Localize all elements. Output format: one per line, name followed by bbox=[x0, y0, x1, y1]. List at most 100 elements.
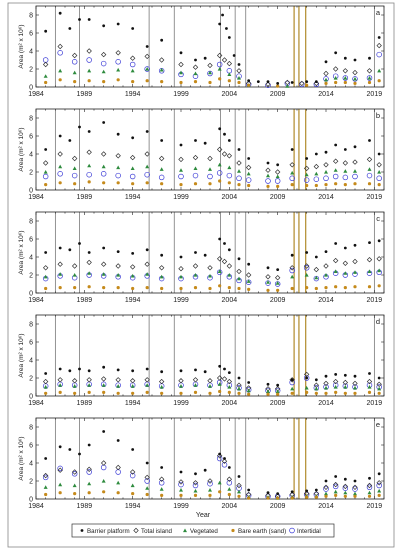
point-total-island bbox=[216, 375, 223, 381]
point-vegetated bbox=[130, 166, 135, 170]
point-vegetated bbox=[101, 69, 106, 74]
point-bare-earth bbox=[343, 183, 347, 187]
point-barrier-platform bbox=[87, 443, 91, 447]
point-vegetated bbox=[227, 487, 232, 491]
point-total-island bbox=[265, 167, 271, 173]
point-total-island bbox=[129, 55, 136, 61]
legend-item-bare-earth: Bare earth (sand) bbox=[231, 528, 286, 535]
point-total-island bbox=[236, 482, 242, 489]
point-total-island bbox=[192, 64, 199, 70]
point-total-island bbox=[57, 261, 63, 267]
point-bare-earth bbox=[314, 495, 318, 499]
point-bare-earth bbox=[305, 183, 309, 188]
point-intertidal bbox=[42, 474, 49, 481]
point-intertidal bbox=[115, 469, 121, 475]
point-total-island bbox=[115, 50, 121, 56]
point-barrier-platform bbox=[324, 150, 328, 154]
point-bare-earth bbox=[314, 183, 318, 188]
point-vegetated bbox=[159, 167, 164, 171]
series-vegetated bbox=[43, 162, 382, 179]
point-barrier-platform bbox=[179, 51, 183, 55]
point-bare-earth bbox=[227, 79, 231, 83]
point-total-island bbox=[352, 380, 358, 387]
point-barrier-platform bbox=[305, 251, 309, 254]
point-total-island bbox=[221, 258, 228, 265]
point-bare-earth bbox=[58, 286, 62, 290]
series-vegetated bbox=[43, 268, 382, 285]
series-intertidal bbox=[42, 170, 382, 184]
point-vegetated bbox=[275, 174, 280, 179]
point-bare-earth bbox=[145, 181, 149, 185]
series-total-island bbox=[42, 146, 382, 175]
point-vegetated bbox=[377, 68, 382, 73]
point-total-island bbox=[115, 263, 121, 269]
legend-item-vegetated: Vegetated bbox=[183, 528, 218, 535]
point-bare-earth bbox=[102, 390, 106, 394]
point-total-island bbox=[216, 256, 223, 262]
point-vegetated bbox=[208, 384, 212, 388]
point-barrier-platform bbox=[160, 370, 164, 374]
y-tick-label: 6 bbox=[29, 339, 33, 346]
point-total-island bbox=[332, 257, 339, 264]
legend-label: Bare earth (sand) bbox=[238, 528, 286, 535]
point-bare-earth bbox=[247, 183, 251, 188]
point-total-island bbox=[216, 453, 223, 459]
point-intertidal bbox=[342, 75, 349, 81]
point-barrier-platform bbox=[160, 253, 164, 257]
point-total-island bbox=[226, 476, 233, 482]
point-bare-earth bbox=[218, 389, 222, 394]
point-total-island bbox=[207, 378, 213, 384]
y-tick-label: 4 bbox=[29, 48, 33, 55]
x-tick-label: 2004 bbox=[222, 194, 238, 201]
point-barrier-platform bbox=[334, 51, 338, 55]
point-barrier-platform bbox=[116, 368, 120, 372]
point-bare-earth bbox=[87, 491, 91, 495]
point-barrier-platform bbox=[276, 383, 280, 387]
x-tick-label: 1984 bbox=[28, 503, 44, 510]
point-vegetated bbox=[304, 273, 309, 277]
point-vegetated bbox=[353, 76, 357, 81]
point-bare-earth bbox=[73, 182, 77, 186]
point-barrier-platform bbox=[58, 367, 62, 371]
point-bare-earth bbox=[208, 391, 212, 395]
point-bare-earth bbox=[247, 287, 251, 291]
point-total-island bbox=[342, 68, 349, 74]
point-intertidal bbox=[178, 481, 184, 488]
x-tick-label: 1999 bbox=[173, 91, 189, 98]
x-tick-label: 2014 bbox=[318, 400, 334, 407]
point-vegetated bbox=[314, 386, 319, 391]
point-bare-earth bbox=[334, 493, 338, 497]
series-vegetated bbox=[43, 479, 382, 500]
point-intertidal bbox=[323, 175, 329, 182]
point-vegetated bbox=[217, 67, 222, 71]
series-barrier-platform bbox=[44, 121, 381, 167]
point-intertidal bbox=[42, 57, 49, 63]
point-barrier-platform bbox=[237, 148, 241, 151]
point-bare-earth bbox=[266, 184, 270, 188]
point-bare-earth bbox=[343, 286, 347, 290]
point-bare-earth bbox=[305, 286, 309, 290]
point-vegetated bbox=[343, 385, 348, 389]
point-intertidal bbox=[207, 480, 213, 487]
point-bare-earth bbox=[116, 391, 120, 395]
point-vegetated bbox=[324, 77, 328, 82]
point-barrier-platform bbox=[290, 148, 294, 151]
point-total-island bbox=[289, 265, 295, 271]
point-barrier-platform bbox=[78, 125, 81, 129]
x-tick-label: 2009 bbox=[270, 91, 286, 98]
point-bare-earth bbox=[160, 182, 164, 186]
point-bare-earth bbox=[145, 390, 149, 394]
point-barrier-platform bbox=[44, 457, 48, 460]
point-total-island bbox=[226, 263, 233, 269]
point-bare-earth bbox=[102, 490, 106, 494]
point-total-island bbox=[86, 259, 92, 266]
point-intertidal bbox=[86, 171, 92, 178]
point-vegetated bbox=[193, 273, 198, 277]
point-bare-earth bbox=[131, 391, 135, 395]
x-tick-label: 2009 bbox=[270, 194, 286, 201]
point-total-island bbox=[226, 60, 233, 67]
point-vegetated bbox=[101, 479, 106, 483]
point-intertidal bbox=[376, 482, 382, 489]
point-vegetated bbox=[324, 170, 328, 174]
point-barrier-platform bbox=[334, 373, 338, 376]
